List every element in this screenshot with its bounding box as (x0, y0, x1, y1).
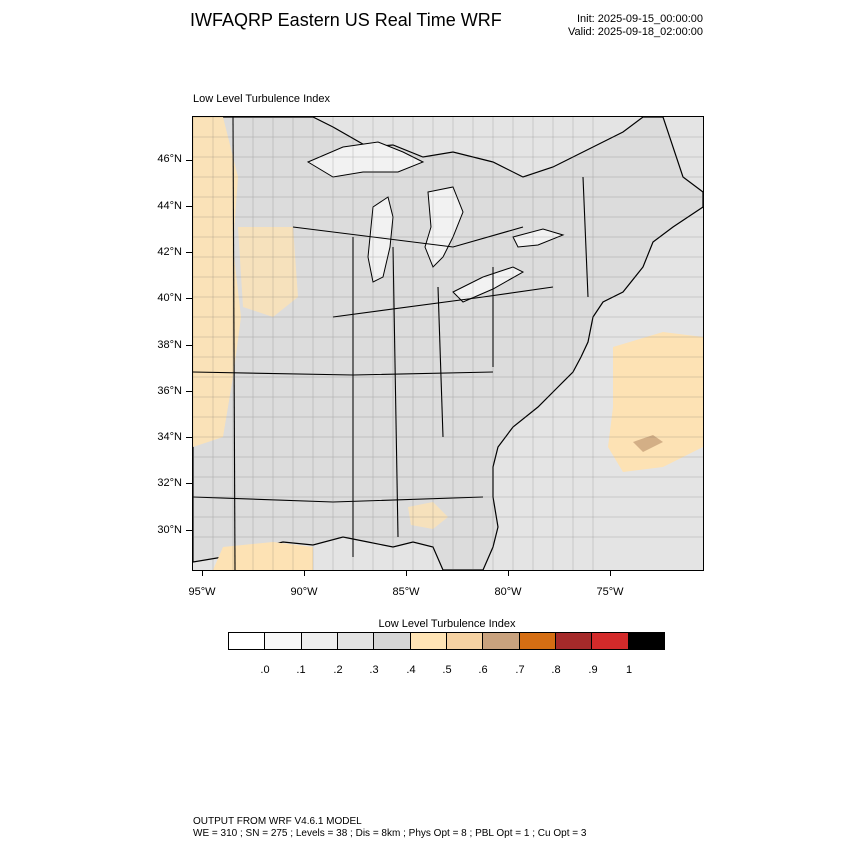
colorbar-label: .1 (296, 664, 306, 676)
lon-tick-label: 80°W (494, 586, 522, 598)
county-grid (193, 117, 703, 570)
lat-tick-label: 32°N (157, 477, 182, 489)
colorbar-swatch (374, 633, 411, 649)
lon-tick-label: 90°W (290, 586, 318, 598)
colorbar-label: .5 (442, 664, 452, 676)
colorbar-label: .4 (406, 664, 416, 676)
lat-tick-mark (186, 391, 192, 392)
map-svg (193, 117, 703, 570)
turbulence-south-patch (408, 502, 448, 529)
lake-superior (306, 141, 425, 178)
lat-tick-mark (186, 298, 192, 299)
turbulence-gulf-patch (213, 542, 313, 570)
model-footer: OUTPUT FROM WRF V4.6.1 MODEL WE = 310 ; … (193, 816, 586, 840)
colorbar-label: 1 (625, 664, 633, 676)
lat-tick-label: 36°N (157, 385, 182, 397)
turbulence-west-patch (193, 117, 241, 447)
turbulence-plains-patch (238, 227, 298, 317)
colorbar-label: .6 (478, 664, 488, 676)
lat-tick-label: 40°N (157, 292, 182, 304)
colorbar-label: .2 (333, 664, 343, 676)
colorbar-label: .0 (260, 664, 270, 676)
colorbar-label: .8 (551, 664, 561, 676)
footer-line-2: WE = 310 ; SN = 275 ; Levels = 38 ; Dis … (193, 828, 587, 839)
lat-tick-mark (186, 206, 192, 207)
colorbar-swatch (519, 633, 556, 649)
lon-tick-mark (508, 570, 509, 576)
lat-tick-label: 44°N (157, 200, 182, 212)
colorbar-label: .9 (588, 664, 598, 676)
colorbar-swatch (555, 633, 593, 649)
lat-tick-mark (186, 530, 192, 531)
lat-tick-mark (186, 252, 192, 253)
init-time: Init: 2025-09-15_00:00:00 (577, 13, 703, 25)
colorbar-swatch (265, 633, 302, 649)
turbulence-ocean-core (633, 435, 663, 452)
colorbar-swatch (446, 633, 484, 649)
page-title: IWFAQRP Eastern US Real Time WRF (190, 10, 502, 30)
lat-tick-label: 42°N (157, 246, 182, 258)
lat-tick-mark (186, 437, 192, 438)
lon-tick-mark (610, 570, 611, 576)
colorbar-swatch (229, 633, 266, 649)
lat-tick-mark (186, 160, 192, 161)
colorbar-swatch (410, 633, 447, 649)
colorbar-swatch (592, 633, 629, 649)
colorbar-swatch (301, 633, 338, 649)
map-field-label: Low Level Turbulence Index (193, 93, 330, 105)
colorbar (228, 632, 665, 650)
lat-tick-label: 46°N (157, 153, 182, 165)
lon-tick-mark (406, 570, 407, 576)
lat-tick-mark (186, 345, 192, 346)
lon-tick-mark (304, 570, 305, 576)
lon-tick-label: 95°W (188, 586, 216, 598)
lon-tick-mark (202, 570, 203, 576)
run-time-info: Init: 2025-09-15_00:00:00 Valid: 2025-09… (568, 13, 703, 39)
lat-tick-label: 38°N (157, 339, 182, 351)
lat-tick-label: 34°N (157, 431, 182, 443)
colorbar-swatch (628, 633, 664, 649)
colorbar-swatch (483, 633, 520, 649)
colorbar-swatch (337, 633, 375, 649)
colorbar-label: .3 (369, 664, 379, 676)
lon-tick-label: 75°W (596, 586, 624, 598)
lat-tick-mark (186, 483, 192, 484)
lat-tick-label: 30°N (157, 524, 182, 536)
lon-tick-label: 85°W (392, 586, 420, 598)
footer-line-1: OUTPUT FROM WRF V4.6.1 MODEL (193, 816, 362, 827)
turbulence-ocean-patch (608, 332, 703, 472)
map-panel (192, 116, 704, 571)
colorbar-label: .7 (515, 664, 525, 676)
colorbar-title: Low Level Turbulence Index (378, 618, 516, 630)
valid-time: Valid: 2025-09-18_02:00:00 (568, 26, 703, 38)
lake-ontario (512, 228, 565, 248)
